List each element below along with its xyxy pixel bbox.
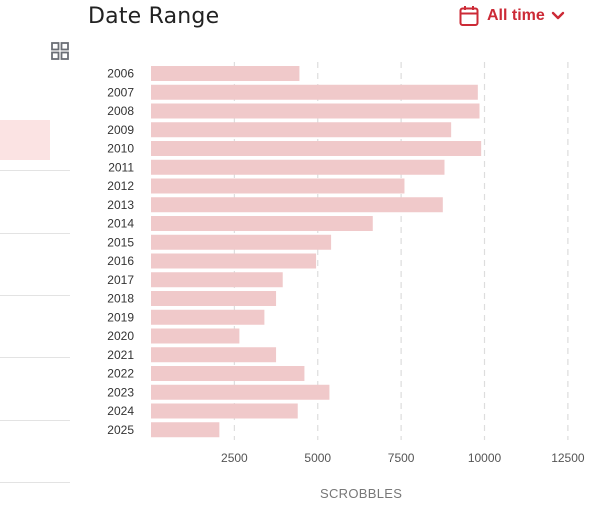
chart-x-tick-labels: 2500 5000 7500 10000 12500 — [221, 451, 585, 465]
bar-2016[interactable] — [151, 253, 317, 269]
sidebar-selected-item[interactable] — [0, 120, 50, 160]
year-label-2020: 2020 — [107, 329, 134, 343]
x-tick-label: 2500 — [221, 451, 248, 465]
bar-2011[interactable] — [151, 159, 445, 175]
year-label-2015: 2015 — [107, 235, 134, 249]
bar-2014[interactable] — [151, 216, 373, 231]
sidebar-divider — [0, 295, 70, 296]
chevron-down-icon — [551, 11, 564, 20]
sidebar-divider — [0, 170, 70, 171]
bar-2020[interactable] — [151, 328, 240, 344]
bar-2008[interactable] — [151, 103, 480, 119]
year-label-2025: 2025 — [107, 423, 134, 437]
year-label-2006: 2006 — [107, 67, 134, 81]
sidebar — [0, 0, 70, 505]
sidebar-divider — [0, 420, 70, 421]
year-label-2017: 2017 — [107, 273, 134, 287]
chart-bars — [151, 66, 482, 438]
chart-year-labels: 2006 2007 2008 2009 2010 2011 2012 2013 2014 2015… — [107, 67, 134, 437]
bar-2015[interactable] — [151, 234, 332, 250]
bar-2019[interactable] — [151, 309, 265, 325]
bar-2021[interactable] — [151, 347, 277, 363]
bar-2007[interactable] — [151, 84, 478, 100]
year-label-2014: 2014 — [107, 217, 134, 231]
calendar-icon — [459, 6, 479, 26]
bar-2006[interactable] — [151, 66, 300, 81]
year-label-2009: 2009 — [107, 123, 134, 137]
year-label-2013: 2013 — [107, 198, 134, 212]
x-tick-label: 7500 — [388, 451, 415, 465]
x-tick-label: 10000 — [468, 451, 502, 465]
year-label-2023: 2023 — [107, 385, 134, 399]
bar-2018[interactable] — [151, 291, 277, 306]
bar-2022[interactable] — [151, 366, 305, 381]
bar-2025[interactable] — [151, 422, 220, 438]
year-label-2007: 2007 — [107, 85, 134, 99]
page-title: Date Range — [88, 4, 220, 29]
year-label-2018: 2018 — [107, 292, 134, 306]
x-tick-label: 12500 — [551, 451, 585, 465]
bar-2010[interactable] — [151, 141, 482, 156]
x-tick-label: 5000 — [304, 451, 331, 465]
sidebar-divider — [0, 482, 70, 483]
year-label-2024: 2024 — [107, 404, 134, 418]
bar-2017[interactable] — [151, 272, 283, 288]
grid-icon[interactable] — [51, 42, 69, 60]
year-label-2022: 2022 — [107, 367, 134, 381]
year-label-2019: 2019 — [107, 310, 134, 324]
x-axis-title: SCROBBLES — [320, 486, 403, 501]
bar-2012[interactable] — [151, 178, 405, 194]
year-label-2010: 2010 — [107, 142, 134, 156]
year-label-2008: 2008 — [107, 104, 134, 118]
chart-gridlines — [233, 62, 569, 440]
bar-2009[interactable] — [151, 122, 452, 138]
date-range-label: All time — [487, 7, 545, 24]
bar-2013[interactable] — [151, 197, 443, 213]
year-label-2016: 2016 — [107, 254, 134, 268]
sidebar-divider — [0, 233, 70, 234]
bar-2024[interactable] — [151, 403, 298, 419]
year-label-2011: 2011 — [108, 160, 134, 174]
year-label-2021: 2021 — [107, 348, 134, 362]
bar-2023[interactable] — [151, 384, 330, 400]
date-range-dropdown[interactable]: All time — [459, 3, 565, 29]
year-label-2012: 2012 — [107, 179, 134, 193]
sidebar-divider — [0, 357, 70, 358]
